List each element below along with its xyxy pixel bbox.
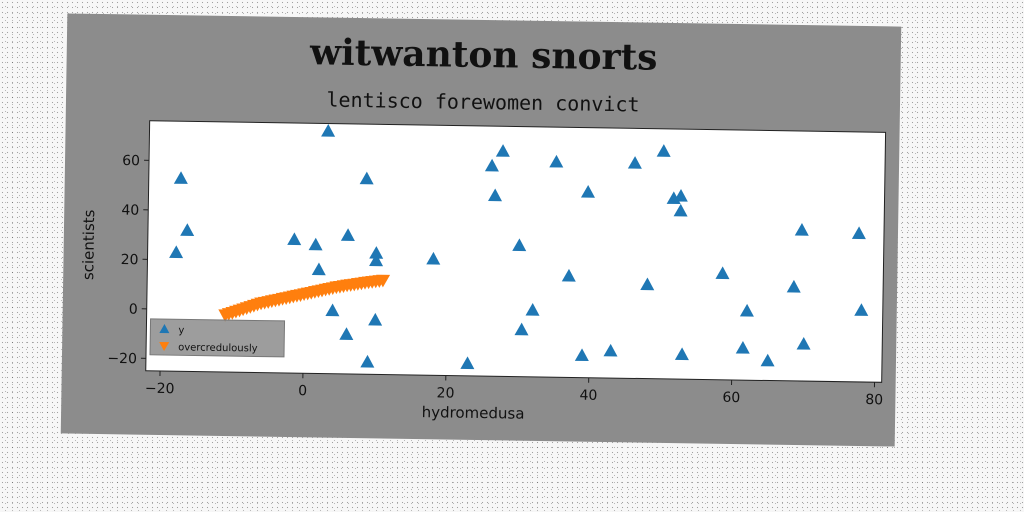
plot-area — [145, 120, 887, 383]
x-tick-label: 0 — [298, 383, 307, 399]
data-point-y — [549, 154, 564, 168]
legend-label: overcredulously — [178, 342, 258, 354]
data-point-y — [426, 251, 441, 265]
data-point-y — [360, 354, 375, 368]
x-tick-label: 40 — [579, 388, 597, 404]
data-point-y — [561, 268, 576, 282]
data-point-y — [484, 158, 499, 172]
data-point-y — [674, 347, 689, 361]
data-point-y — [854, 303, 869, 316]
data-point-y — [495, 144, 510, 157]
data-point-y — [656, 144, 671, 157]
data-point-y — [308, 237, 323, 251]
data-point-y — [760, 353, 775, 367]
y-tick-label: 60 — [122, 153, 140, 169]
data-point-y — [673, 203, 688, 217]
legend-box — [149, 318, 286, 358]
data-point-y — [580, 185, 595, 198]
data-point-y — [488, 188, 503, 202]
data-point-y — [739, 303, 754, 317]
x-tick-label: 80 — [865, 392, 883, 408]
legend-label: y — [178, 325, 184, 336]
y-axis-label: scientists — [79, 209, 98, 280]
data-point-y — [287, 232, 302, 246]
data-point-y — [514, 322, 529, 336]
y-tick-label: −20 — [107, 351, 137, 367]
data-point-y — [640, 277, 655, 291]
data-point-y — [321, 124, 336, 137]
data-point-y — [368, 312, 383, 326]
data-point-y — [715, 266, 730, 280]
y-tick-label: 20 — [121, 252, 139, 268]
data-point-y — [735, 340, 750, 354]
data-point-y — [603, 343, 618, 357]
data-point-y — [173, 171, 188, 184]
data-point-y — [339, 327, 354, 341]
data-point-y — [325, 303, 340, 317]
chart-figure: −20 0 20 40 60 80 −20 0 20 40 60 hydromedusa scienti… — [60, 13, 902, 447]
data-point-y — [673, 188, 688, 202]
data-point-y — [525, 302, 540, 316]
x-tick-label: 60 — [722, 390, 740, 406]
data-point-y — [851, 226, 866, 240]
chart-svg: −20 0 20 40 60 80 −20 0 20 40 60 hydromedusa scienti… — [79, 120, 887, 423]
data-point-y — [512, 238, 527, 252]
data-point-y — [796, 336, 811, 350]
data-point-y — [359, 171, 374, 185]
x-tick-label: 20 — [437, 385, 455, 401]
x-axis-label: hydromedusa — [422, 403, 525, 423]
data-point-overcredulously — [376, 274, 391, 288]
data-point-y — [311, 262, 326, 276]
y-tick-label: 40 — [121, 202, 139, 218]
x-tick-label: −20 — [145, 381, 175, 397]
data-point-y — [369, 246, 384, 259]
data-point-y — [369, 253, 384, 267]
data-point-y — [627, 156, 642, 169]
legend-marker — [159, 324, 170, 334]
data-point-y — [794, 223, 809, 236]
data-point-y — [340, 228, 355, 242]
data-point-y — [169, 245, 184, 259]
data-point-y — [574, 348, 589, 362]
data-point-y — [460, 356, 475, 370]
data-point-y — [786, 279, 801, 293]
data-point-y — [180, 223, 195, 237]
legend-marker — [159, 341, 170, 352]
y-tick-label: 0 — [129, 302, 138, 318]
